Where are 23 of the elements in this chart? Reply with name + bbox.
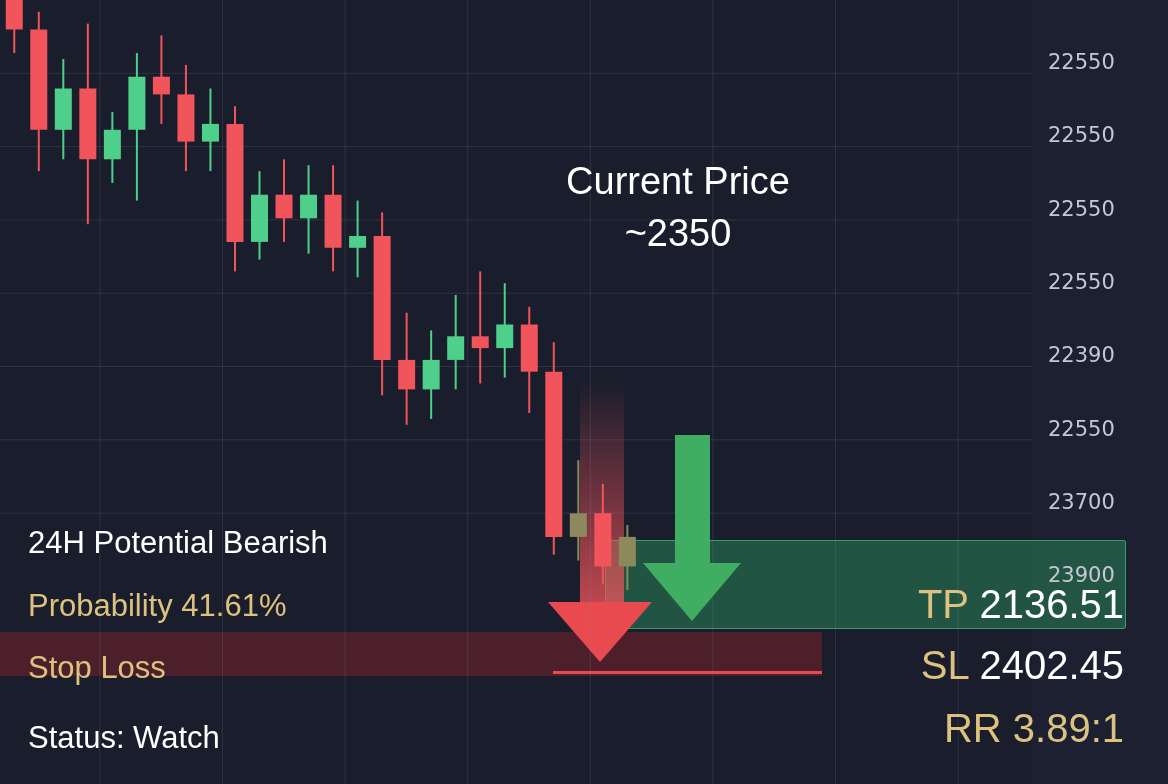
candlestick xyxy=(275,158,293,243)
text: SL 2402.45 xyxy=(920,642,1124,687)
text: Status: Watch xyxy=(28,720,220,756)
text: 22550 xyxy=(1048,123,1115,148)
text: 22550 xyxy=(1048,416,1115,441)
candlestick xyxy=(201,87,219,173)
annotation: Probability 41.61% xyxy=(28,588,287,624)
text: 22550 xyxy=(1048,196,1115,221)
text: 23700 xyxy=(1048,489,1115,514)
annotation: Current Price ~2350 xyxy=(565,159,791,256)
annotation: 24H Potential Bearish xyxy=(28,525,328,561)
candlestick xyxy=(496,282,514,379)
candlestick xyxy=(447,294,465,391)
text: 22550 xyxy=(1048,50,1115,74)
text: Stop Loss xyxy=(28,650,166,686)
candlestick xyxy=(349,199,367,279)
candlestick xyxy=(471,270,489,385)
text: 22390 xyxy=(1048,343,1115,368)
candlestick xyxy=(152,34,170,125)
candlestick xyxy=(569,459,587,562)
text: 22550 xyxy=(1048,269,1115,294)
candlestick xyxy=(300,164,318,255)
text: RR 3.89:1 xyxy=(943,705,1124,751)
